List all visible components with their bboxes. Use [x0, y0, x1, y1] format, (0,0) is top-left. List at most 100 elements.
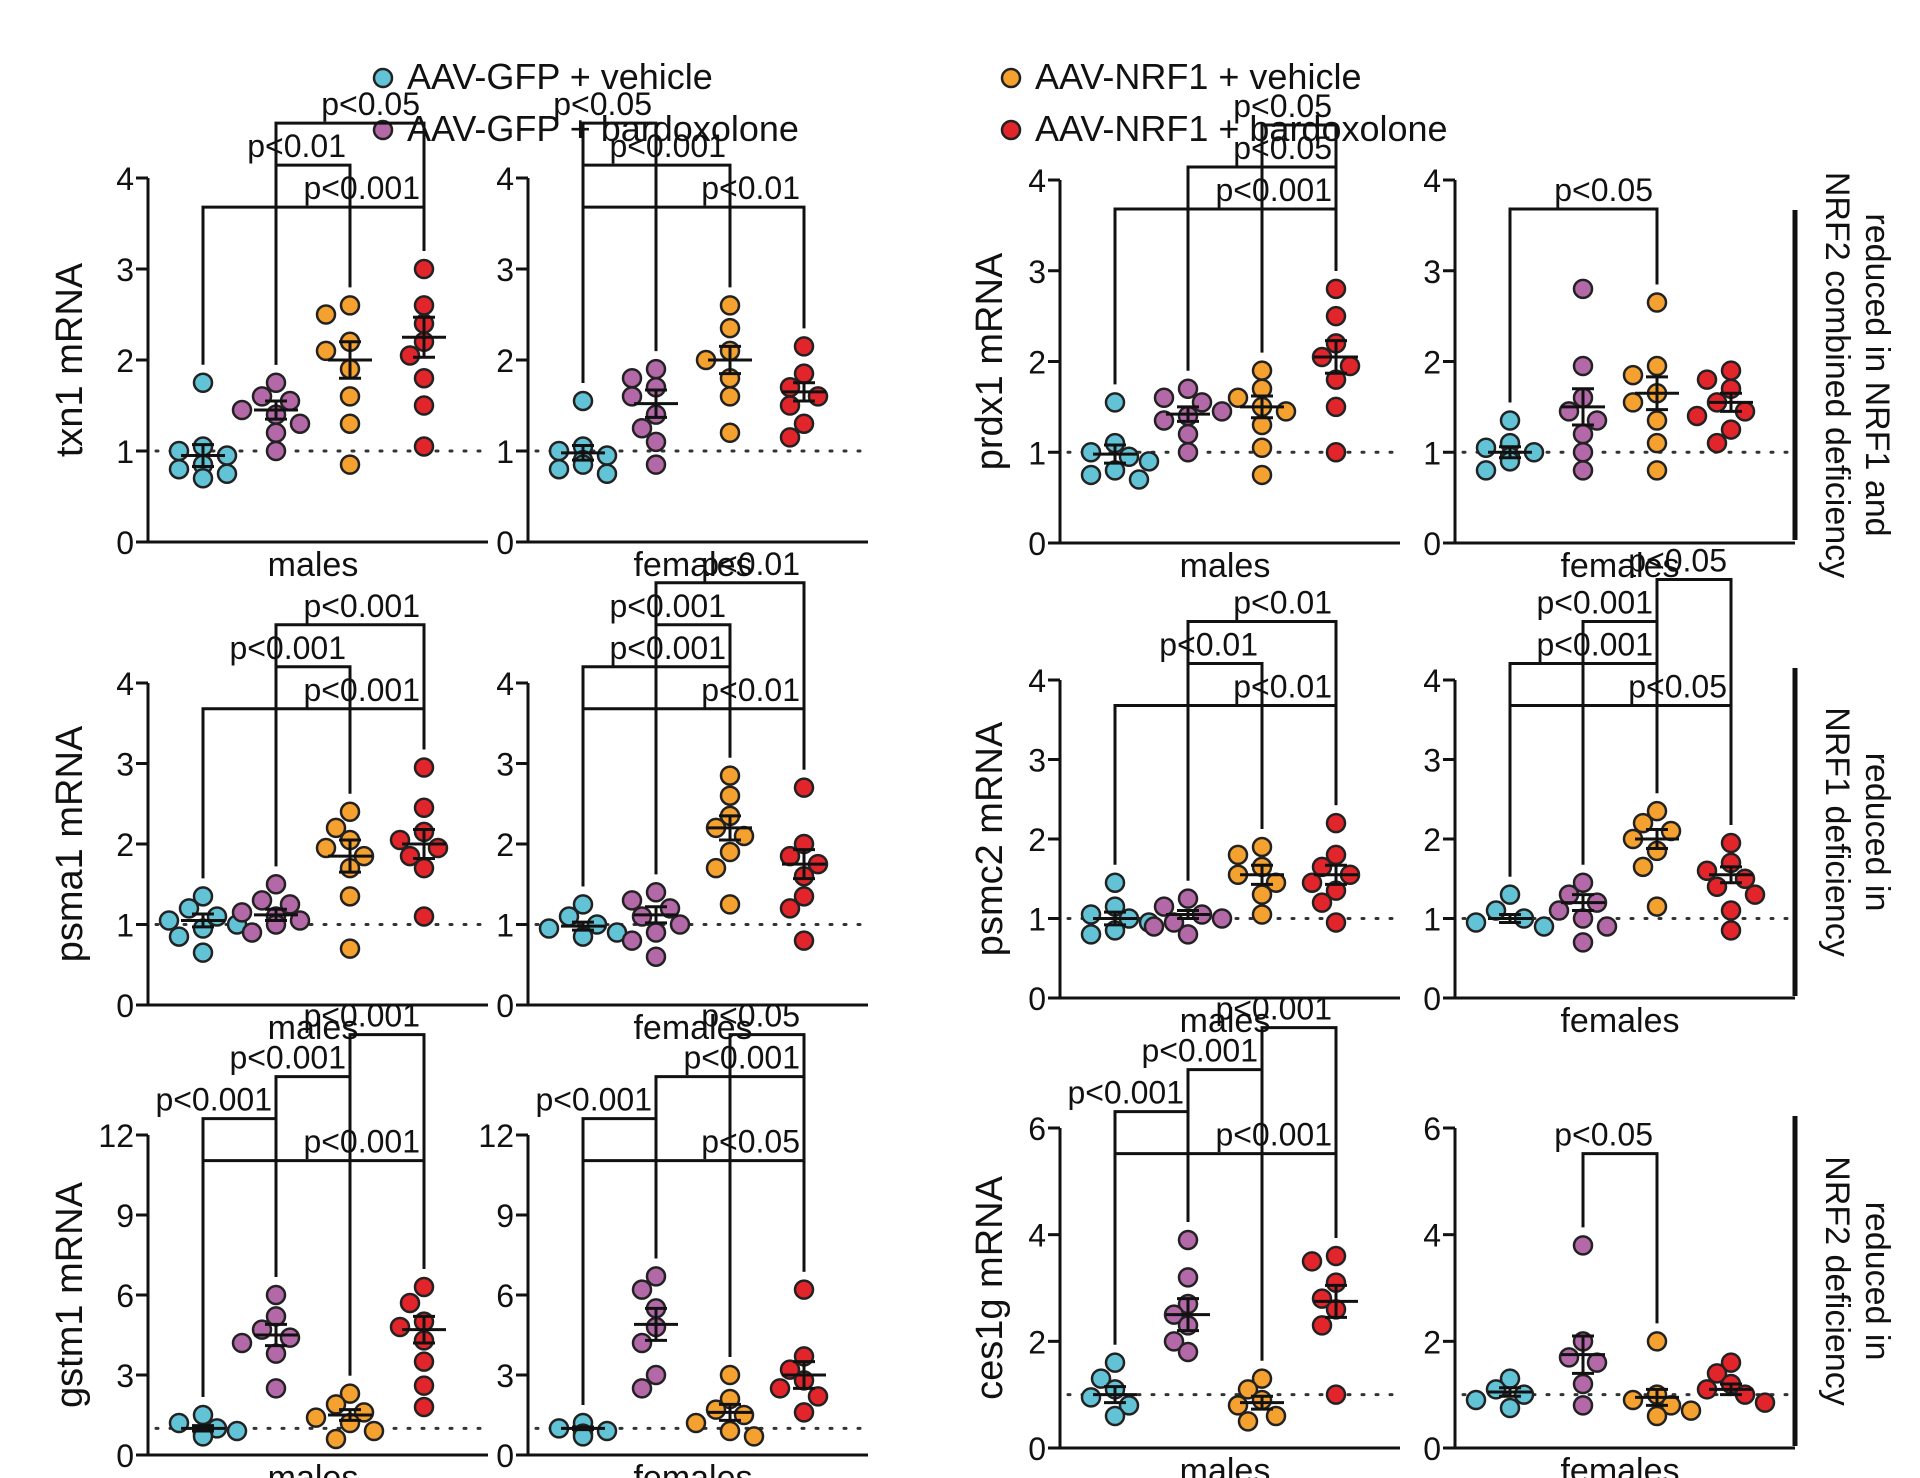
p-value-label: p<0.001: [609, 588, 726, 624]
data-point: [1720, 419, 1742, 440]
data-point: [1744, 884, 1766, 905]
data-point: [289, 413, 311, 434]
data-point: [1090, 1368, 1112, 1389]
p-value-label: p<0.001: [1215, 1117, 1332, 1153]
legend-marker-2: [372, 119, 394, 141]
y-tick-label: 0: [1423, 526, 1441, 562]
data-point: [631, 906, 653, 927]
data-point: [265, 1343, 287, 1364]
p-value-label: p<0.01: [701, 672, 800, 708]
data-point: [1177, 442, 1199, 463]
y-tick-label: 3: [1423, 743, 1441, 779]
data-point: [226, 1420, 248, 1442]
data-point: [265, 1378, 287, 1399]
data-point: [1325, 396, 1347, 418]
y-tick-label: 6: [116, 1278, 134, 1314]
comparison-bracket: [1260, 123, 1338, 353]
data-point: [1251, 437, 1273, 458]
data-point: [413, 436, 435, 457]
data-point: [1586, 410, 1608, 431]
data-point: [1080, 1387, 1102, 1408]
data-point: [231, 399, 253, 421]
side-labels: reduced in NRF1 and NRF2 combined defici…: [1792, 172, 1896, 1446]
data-point: [399, 345, 421, 366]
comparison-bracket: [201, 1159, 426, 1397]
data-point: [389, 1316, 411, 1338]
comparison-bracket: [728, 1033, 806, 1357]
data-point: [793, 1279, 815, 1300]
data-point: [168, 458, 190, 480]
data-point: [1177, 924, 1199, 945]
legend-marker-1: [372, 67, 394, 89]
data-point: [1325, 812, 1347, 834]
data-point: [548, 440, 570, 462]
panel-8: 0 1 2 3 4 females p<0.05 p<0.001 p<0.001 p<0.05: [1423, 542, 1797, 1040]
y-tick-label: 2: [496, 827, 514, 863]
data-point: [1118, 1395, 1140, 1416]
data-point: [631, 1378, 653, 1399]
p-value-label: p<0.01: [1159, 626, 1258, 662]
data-point: [1680, 1400, 1702, 1421]
data-point: [1646, 355, 1668, 377]
y-axis-title: ces1g mRNA: [969, 1175, 1011, 1399]
data-point: [1128, 469, 1150, 490]
panel-3: 0 1 2 3 4 prdx1 mRNA males p<0.001 p<0.05 p<0.05: [969, 88, 1402, 585]
p-value-label: p<0.001: [535, 1082, 652, 1118]
data-point: [621, 386, 643, 407]
data-point: [1572, 278, 1594, 300]
data-point: [645, 431, 667, 453]
p-value-label: p<0.05: [1554, 172, 1653, 208]
y-tick-label: 3: [116, 252, 134, 288]
data-point: [1237, 1411, 1259, 1432]
data-point: [807, 386, 829, 407]
data-point: [1153, 410, 1175, 431]
data-point: [659, 898, 681, 919]
y-tick-label: 1: [496, 908, 514, 944]
y-tick-label: 1: [116, 434, 134, 470]
data-point: [733, 825, 755, 847]
y-tick-label: 0: [496, 988, 514, 1024]
data-point: [621, 367, 643, 389]
data-point: [1311, 892, 1333, 913]
comparison-bracket: [581, 121, 658, 383]
p-value-label: p<0.001: [609, 630, 726, 666]
data-point: [1251, 464, 1273, 486]
p-value-label: p<0.001: [1215, 172, 1332, 208]
data-point: [353, 1402, 375, 1423]
x-axis-label: males: [268, 1009, 359, 1047]
data-point: [1572, 423, 1594, 445]
y-tick-label: 0: [1028, 981, 1046, 1017]
data-point: [793, 363, 815, 384]
p-value-label: p<0.05: [321, 86, 420, 122]
side-label-3-line-1: NRF2 deficiency: [1818, 1156, 1856, 1405]
data-point: [621, 930, 643, 951]
data-point: [231, 902, 253, 923]
data-point: [719, 295, 741, 316]
data-point: [413, 367, 435, 389]
p-value-label: p<0.05: [701, 998, 800, 1034]
y-tick-label: 3: [1028, 254, 1046, 290]
data-point: [1572, 460, 1594, 481]
data-point: [231, 1332, 253, 1354]
y-tick-label: 1: [1423, 902, 1441, 938]
data-point: [1622, 1389, 1644, 1411]
data-point: [1646, 410, 1668, 431]
data-point: [1104, 392, 1126, 413]
y-tick-label: 4: [1028, 663, 1046, 699]
data-point: [719, 317, 741, 339]
data-point: [596, 445, 618, 466]
data-point: [413, 1396, 435, 1418]
data-point: [251, 386, 273, 407]
y-tick-label: 12: [98, 1118, 134, 1154]
data-point: [1227, 1395, 1249, 1416]
x-axis-label: males: [1180, 1452, 1271, 1478]
panel-1: 0 1 2 3 4 txn1 mRNA males p<0.001 p<0.01 p<0.05: [49, 86, 490, 584]
data-point: [399, 1292, 421, 1314]
data-point: [1227, 387, 1249, 409]
data-point: [548, 458, 570, 480]
y-tick-label: 2: [1028, 345, 1046, 381]
data-point: [719, 422, 741, 444]
panel-7: 0 1 2 3 4 psmc2 mRNA males p<0.01 p<0.01 p<0.01: [969, 584, 1402, 1040]
